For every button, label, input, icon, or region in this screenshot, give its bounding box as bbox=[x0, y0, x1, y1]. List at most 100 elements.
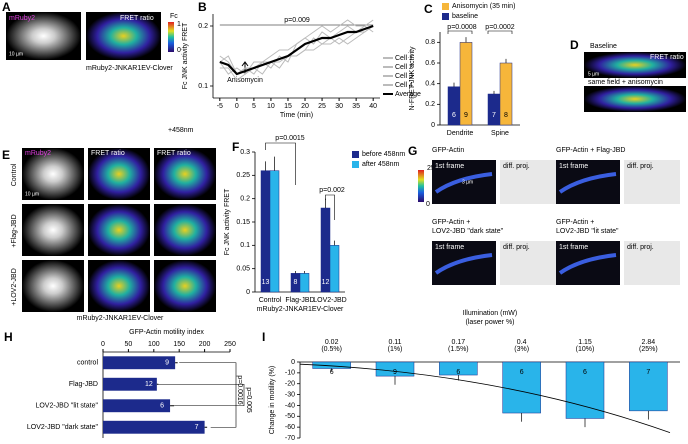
label: 1st frame bbox=[559, 163, 588, 170]
bar bbox=[269, 170, 280, 293]
outline bbox=[434, 172, 493, 194]
legend-label: Cell 4 bbox=[395, 82, 413, 89]
label: 0 bbox=[177, 47, 181, 54]
colorbar bbox=[418, 170, 424, 202]
x-tick-label: 25 bbox=[318, 103, 326, 110]
x-tick-label: 10 bbox=[267, 103, 275, 110]
x-tick-label: 0.17 bbox=[452, 339, 466, 346]
n-label: 7 bbox=[492, 112, 496, 119]
label: mRuby2-JNKAR1EV-Clover bbox=[77, 315, 164, 322]
y-tick-label: 0.4 bbox=[425, 81, 435, 88]
micrograph bbox=[154, 148, 216, 200]
annotation: p=0.0015 bbox=[275, 135, 304, 142]
x-tick-label: 5 bbox=[252, 103, 256, 110]
bracket bbox=[447, 30, 473, 34]
legend-label: Cell 1 bbox=[395, 55, 413, 62]
label: 1st frame bbox=[435, 163, 464, 170]
n-label: 8 bbox=[504, 112, 508, 119]
bar bbox=[565, 361, 605, 419]
micrograph bbox=[500, 160, 556, 204]
x-tick-label: (3%) bbox=[514, 346, 529, 353]
chart-subtitle: (laser power %) bbox=[465, 319, 514, 326]
x-axis-label: Time (min) bbox=[280, 112, 313, 119]
x-tick-label: 50 bbox=[125, 341, 133, 348]
label: FRET ratio bbox=[91, 150, 125, 157]
label: 1st frame bbox=[559, 244, 588, 251]
panel-letter: C bbox=[424, 2, 433, 16]
colorbar bbox=[168, 22, 174, 52]
legend-label: Cell 2 bbox=[395, 64, 413, 71]
bar bbox=[299, 273, 310, 293]
outline bbox=[558, 253, 617, 275]
bracket bbox=[265, 142, 296, 185]
bracket bbox=[325, 194, 335, 220]
y-axis-label: Fc JNK activity FRET bbox=[224, 188, 231, 255]
label: 10 µm bbox=[25, 191, 39, 197]
bar bbox=[103, 377, 157, 391]
label: Baseline bbox=[590, 43, 617, 50]
x-tick-label: (25%) bbox=[639, 346, 658, 353]
annotation: p=0.009 bbox=[284, 17, 310, 24]
y-tick-label: -30 bbox=[285, 391, 295, 398]
n-label: 6 bbox=[456, 369, 460, 376]
annotation: p=0.0002 bbox=[485, 24, 514, 31]
y-tick-label: 0.2 bbox=[425, 101, 435, 108]
annotation: p=0.0008 bbox=[447, 24, 476, 31]
label: FRET ratio bbox=[650, 54, 684, 61]
legend-label: before 458nm bbox=[362, 151, 405, 158]
micrograph bbox=[432, 241, 496, 285]
micrograph bbox=[432, 160, 496, 204]
label: GFP-Actin + bbox=[432, 219, 470, 226]
x-tick-label: 30 bbox=[335, 103, 343, 110]
legend-label: Average bbox=[395, 91, 421, 98]
y-tick-label: -70 bbox=[285, 435, 295, 442]
label: diff. proj. bbox=[503, 163, 530, 170]
micrograph bbox=[500, 241, 556, 285]
n-label: 6 bbox=[160, 403, 164, 410]
micrograph bbox=[154, 260, 216, 312]
label: mRuby2-JNKAR1EV-Clover bbox=[86, 65, 173, 72]
y-tick-label: LOV2-JBD "lit state" bbox=[35, 403, 98, 410]
n-label: 6 bbox=[452, 112, 456, 119]
bar bbox=[103, 399, 171, 413]
micrograph bbox=[22, 148, 84, 200]
label: 1st frame bbox=[435, 244, 464, 251]
legend-label: Cell 3 bbox=[395, 73, 413, 80]
n-label: 6 bbox=[520, 369, 524, 376]
label: diff. proj. bbox=[503, 244, 530, 251]
bar bbox=[447, 86, 461, 126]
x-tick-label: 20 bbox=[301, 103, 309, 110]
panel-letter: D bbox=[570, 38, 579, 52]
x-tick-label: LOV2-JBD bbox=[313, 297, 346, 304]
x-tick-label: 0.4 bbox=[517, 339, 527, 346]
y-tick-label: -50 bbox=[285, 413, 295, 420]
x-tick-label: Dendrite bbox=[447, 130, 474, 137]
bar bbox=[103, 356, 176, 370]
x-tick-label: (0.5%) bbox=[321, 346, 342, 353]
label: Control bbox=[11, 163, 18, 186]
x-tick-label: (1%) bbox=[388, 346, 403, 353]
y-tick-label: 0 bbox=[246, 289, 250, 296]
n-label: 9 bbox=[393, 369, 397, 376]
annotation: p=0.005 bbox=[245, 387, 252, 413]
y-tick-label: 0.25 bbox=[236, 172, 250, 179]
y-tick-label: LOV2-JBD "dark state" bbox=[27, 424, 99, 431]
y-tick-label: -60 bbox=[285, 424, 295, 431]
n-label: 13 bbox=[262, 279, 270, 286]
x-tick-label: -5 bbox=[217, 103, 223, 110]
chart-title: Illumination (mW) bbox=[463, 310, 517, 317]
y-tick-label: 0.05 bbox=[236, 266, 250, 273]
x-tick-label: 250 bbox=[224, 341, 236, 348]
x-tick-label: 0 bbox=[235, 103, 239, 110]
panel-letter: B bbox=[198, 0, 207, 14]
panel-letter: E bbox=[2, 148, 10, 162]
n-label: 7 bbox=[646, 369, 650, 376]
y-tick-label: control bbox=[77, 360, 98, 367]
x-tick-label: (10%) bbox=[576, 346, 595, 353]
bar bbox=[487, 93, 501, 126]
outline bbox=[434, 253, 493, 275]
legend-label: after 458nm bbox=[362, 161, 400, 168]
y-tick-label: -40 bbox=[285, 402, 295, 409]
label: +458nm bbox=[168, 127, 194, 134]
label: 3 µm bbox=[462, 179, 473, 185]
